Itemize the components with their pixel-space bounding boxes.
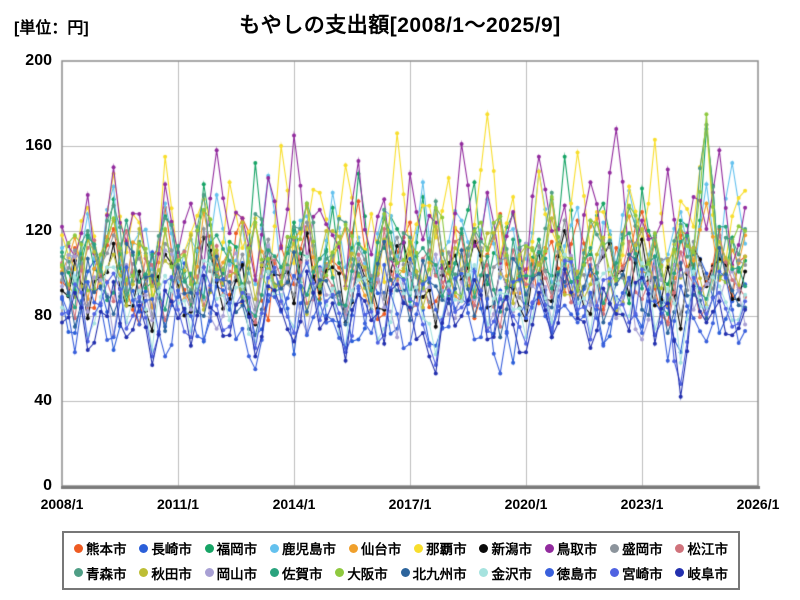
legend-label: 仙台市 <box>360 542 402 558</box>
legend-marker-icon <box>479 568 489 578</box>
y-tick-40: 40 <box>34 392 52 409</box>
legend-label: 青森市 <box>86 566 127 582</box>
x-tick-2011-1: 2011/1 <box>156 496 200 512</box>
legend-item: 宮崎市 <box>610 563 663 583</box>
legend-item: 鹿児島市 <box>269 538 336 558</box>
legend-marker-icon <box>139 543 149 553</box>
legend-label: 岐阜市 <box>687 566 728 582</box>
x-tick-2026-1: 2026/1 <box>736 496 780 512</box>
legend-marker-icon <box>204 568 214 578</box>
x-tick-2020-1: 2020/1 <box>504 496 548 512</box>
legend-item: 那覇市 <box>414 538 467 558</box>
x-tick-2023-1: 2023/1 <box>620 496 664 512</box>
unit-label: [単位：円] <box>14 20 89 37</box>
legend-marker-icon <box>675 543 685 553</box>
legend-label: 徳島市 <box>556 566 598 582</box>
legend-marker-icon <box>675 568 685 578</box>
legend-marker-icon <box>610 543 620 553</box>
legend-item: 盛岡市 <box>610 538 663 558</box>
legend-label: 新潟市 <box>491 542 532 558</box>
page-title: もやしの支出額[2008/1～2025/9] <box>239 14 561 37</box>
legend-item: 新潟市 <box>479 538 532 558</box>
legend-label: 佐賀市 <box>281 566 323 582</box>
legend-item: 徳島市 <box>544 563 598 583</box>
y-tick-80: 80 <box>34 307 52 324</box>
legend-marker-icon <box>610 568 620 578</box>
legend-marker-icon <box>348 543 358 553</box>
x-tick-2008-1: 2008/1 <box>40 496 84 512</box>
legend-item: 熊本市 <box>74 538 127 558</box>
y-tick-160: 160 <box>25 137 52 154</box>
legend-label: 宮崎市 <box>622 566 663 582</box>
legend-label: 大阪市 <box>347 566 388 582</box>
legend-label: 岡山市 <box>216 566 258 582</box>
legend-label: 秋田市 <box>151 566 192 582</box>
legend-label: 長崎市 <box>151 542 192 558</box>
legend-item: 大阪市 <box>335 563 388 583</box>
legend-label: 北九州市 <box>412 566 467 582</box>
legend-marker-icon <box>204 543 214 553</box>
legend-label: 盛岡市 <box>622 542 663 558</box>
y-tick-120: 120 <box>25 222 52 239</box>
legend-row-2: 青森市 秋田市 岡山市 佐賀市 大阪市 北九州市 金沢市 徳島市 宮崎市 岐阜市 <box>74 561 728 586</box>
legend-item: 青森市 <box>74 563 127 583</box>
legend-item: 仙台市 <box>348 538 402 558</box>
x-tick-2017-1: 2017/1 <box>388 496 432 512</box>
legend-item: 松江市 <box>675 538 728 558</box>
legend-item: 長崎市 <box>139 538 192 558</box>
legend-marker-icon <box>400 568 410 578</box>
x-tick-2014-1: 2014/1 <box>272 496 316 512</box>
legend-marker-icon <box>269 568 279 578</box>
legend-marker-icon <box>335 568 345 578</box>
legend: 熊本市 長崎市 福岡市 鹿児島市 仙台市 那覇市 新潟市 鳥取市 盛岡市 松江市 青森市 秋田市 岡山… <box>62 531 740 590</box>
legend-label: 熊本市 <box>86 542 127 558</box>
legend-item: 福岡市 <box>204 538 258 558</box>
y-tick-0: 0 <box>43 477 52 494</box>
legend-marker-icon <box>74 568 83 578</box>
legend-marker-icon <box>74 543 83 553</box>
legend-item: 金沢市 <box>479 563 532 583</box>
legend-label: 鹿児島市 <box>281 542 336 558</box>
legend-marker-icon <box>479 543 489 553</box>
legend-label: 鳥取市 <box>556 542 598 558</box>
legend-item: 鳥取市 <box>544 538 598 558</box>
legend-label: 那覇市 <box>426 542 467 558</box>
legend-marker-icon <box>544 568 554 578</box>
legend-label: 松江市 <box>687 542 728 558</box>
legend-marker-icon <box>139 568 149 578</box>
legend-marker-icon <box>544 543 554 553</box>
legend-row-1: 熊本市 長崎市 福岡市 鹿児島市 仙台市 那覇市 新潟市 鳥取市 盛岡市 松江市 <box>74 536 728 561</box>
legend-item: 秋田市 <box>139 563 192 583</box>
legend-marker-icon <box>414 543 424 553</box>
legend-item: 佐賀市 <box>269 563 323 583</box>
legend-label: 福岡市 <box>216 542 258 558</box>
y-tick-200: 200 <box>25 52 52 69</box>
legend-label: 金沢市 <box>491 566 532 582</box>
legend-item: 北九州市 <box>400 563 467 583</box>
legend-marker-icon <box>269 543 279 553</box>
legend-item: 岡山市 <box>204 563 258 583</box>
legend-item: 岐阜市 <box>675 563 728 583</box>
